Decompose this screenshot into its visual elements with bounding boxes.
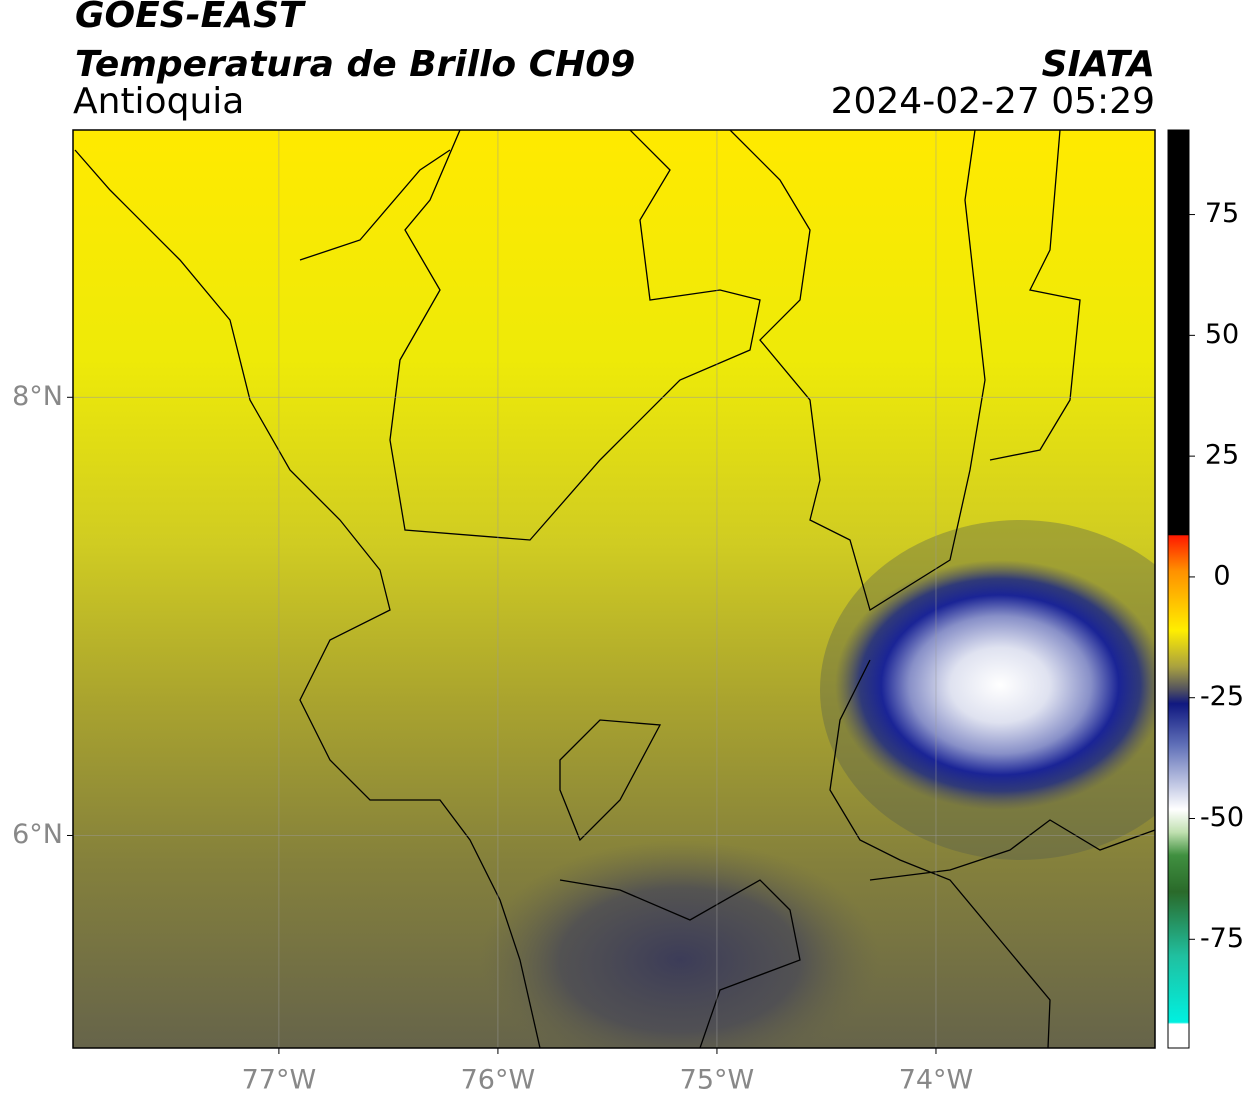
source: SIATA [1042,44,1155,85]
colorbar-tick-label: -50 [1200,802,1244,833]
colorbar-tick-label: 75 [1205,198,1239,229]
region: Antioquia [73,81,244,122]
colorbar-tick-label: -25 [1200,681,1244,712]
colorbar-tick-label: -75 [1200,923,1244,954]
satellite: GOES-EAST [75,0,306,36]
colorbar [1167,129,1190,1049]
y-tick-label: 6°N [12,819,63,850]
x-tick-label: 75°W [680,1065,755,1096]
colorbar-tick-label: 0 [1213,560,1230,591]
storm-cloud [835,560,1155,810]
cold-area [480,840,880,1048]
datetime: 2024-02-27 05:29 [831,81,1155,122]
x-tick-label: 74°W [899,1065,974,1096]
colorbar-tick-label: 50 [1205,319,1239,350]
y-tick-label: 8°N [12,381,63,412]
x-tick-label: 76°W [461,1065,536,1096]
borders [74,130,1155,1048]
map-frame [72,129,1156,1049]
grid [73,130,1155,1048]
map-image [73,130,1155,1048]
colorbar-tick-label: 25 [1205,440,1239,471]
x-tick-label: 77°W [242,1065,317,1096]
title: Temperatura de Brillo CH09 [75,44,635,85]
